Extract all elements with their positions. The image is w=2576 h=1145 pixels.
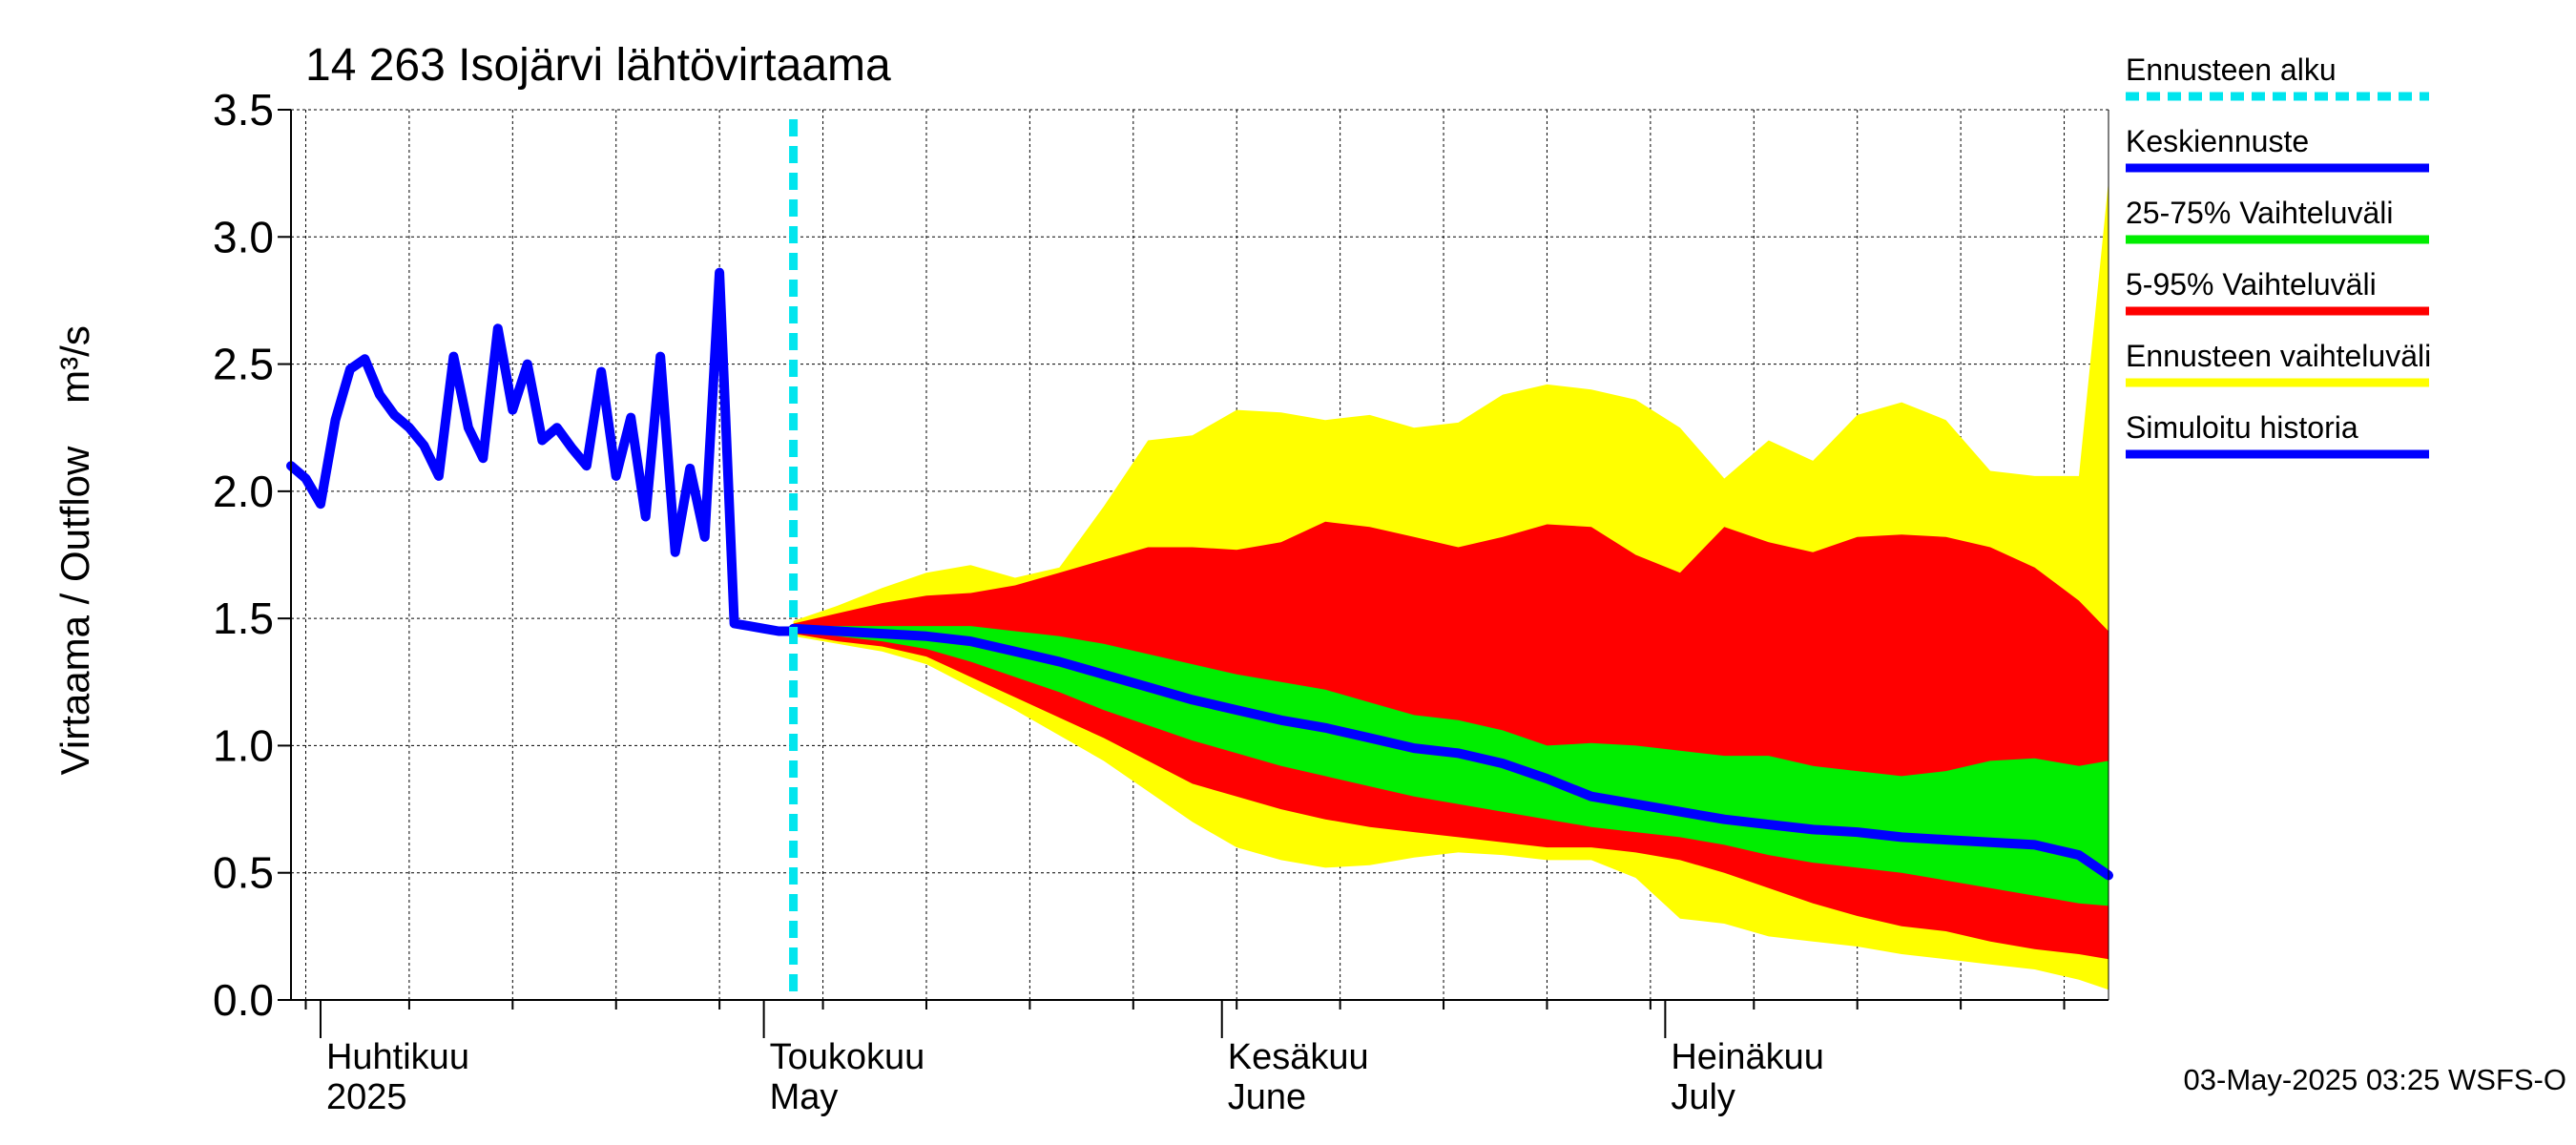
legend-label: Keskiennuste [2126, 124, 2309, 158]
y-tick-label: 2.0 [213, 467, 274, 516]
legend-label: Ennusteen vaihteluväli [2126, 339, 2431, 373]
month-label: Heinäkuu [1671, 1037, 1824, 1077]
y-axis-label: Virtaama / Outflow [52, 446, 97, 775]
month-label-sub: July [1671, 1077, 1735, 1117]
month-label: Toukokuu [770, 1037, 925, 1077]
legend-label: 5-95% Vaihteluväli [2126, 267, 2377, 302]
y-axis-unit: m³/s [52, 325, 97, 404]
month-label-sub: 2025 [326, 1077, 407, 1117]
y-tick-label: 3.0 [213, 212, 274, 261]
y-tick-label: 2.5 [213, 340, 274, 389]
legend-label: Ennusteen alku [2126, 52, 2337, 87]
y-tick-label: 0.0 [213, 975, 274, 1025]
footer-timestamp: 03-May-2025 03:25 WSFS-O [2184, 1063, 2566, 1096]
month-label: Huhtikuu [326, 1037, 469, 1077]
month-label-sub: June [1228, 1077, 1306, 1117]
month-label: Kesäkuu [1228, 1037, 1369, 1077]
legend-label: Simuloitu historia [2126, 410, 2358, 445]
chart-title: 14 263 Isojärvi lähtövirtaama [305, 40, 891, 91]
month-label-sub: May [770, 1077, 839, 1117]
axes [278, 109, 2109, 1038]
legend-label: 25-75% Vaihteluväli [2126, 196, 2393, 230]
forecast-bands [793, 180, 2109, 990]
median-forecast-line [788, 623, 2113, 881]
series-lines [286, 119, 2113, 1000]
y-tick-label: 1.0 [213, 720, 274, 770]
y-tick-label: 3.5 [213, 85, 274, 135]
simulated-history-line [286, 267, 799, 636]
band-25-75 [793, 626, 2109, 906]
legend: Ennusteen alku Keskiennuste 25-75% Vaihtel… [2126, 52, 2431, 459]
y-tick-label: 0.5 [213, 848, 274, 898]
y-tick-label: 1.5 [213, 593, 274, 643]
